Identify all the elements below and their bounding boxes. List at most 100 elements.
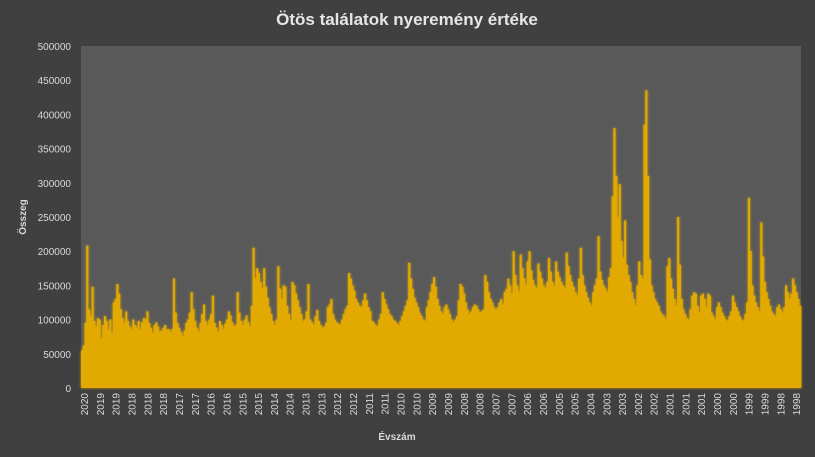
bar <box>640 275 643 388</box>
bar <box>268 307 271 388</box>
y-tick-label: 300000 <box>38 179 72 190</box>
bar <box>383 299 386 388</box>
bar <box>121 318 124 388</box>
bar <box>776 307 779 388</box>
bar <box>395 323 398 388</box>
bar <box>719 307 722 388</box>
bar <box>132 319 135 388</box>
bar <box>342 314 345 388</box>
bar <box>694 293 697 388</box>
bar <box>461 286 464 388</box>
bar <box>740 319 743 388</box>
bar <box>716 307 719 388</box>
bar <box>505 288 508 388</box>
bar <box>551 281 554 388</box>
bar <box>783 307 786 388</box>
bar <box>578 278 581 388</box>
bar <box>249 326 252 388</box>
bar <box>341 319 344 388</box>
bar <box>330 299 333 388</box>
bar <box>739 316 742 388</box>
bar <box>678 264 681 388</box>
bar <box>450 319 453 388</box>
bar <box>387 309 390 388</box>
bar <box>659 311 662 388</box>
bar <box>661 314 664 388</box>
bar <box>199 323 202 388</box>
x-tick-label: 2019 <box>96 393 107 416</box>
bar <box>81 350 84 388</box>
x-tick-label: 2007 <box>492 393 503 416</box>
bar <box>567 266 570 388</box>
bar <box>238 312 241 388</box>
x-tick-label: 2013 <box>302 393 313 416</box>
x-tick-label: 1999 <box>745 393 756 416</box>
bar <box>636 285 639 388</box>
bar <box>241 325 244 388</box>
bar <box>523 278 526 388</box>
bar <box>724 319 727 388</box>
bar <box>613 128 616 388</box>
bar <box>236 292 239 388</box>
bar <box>203 304 206 388</box>
bar <box>303 319 306 388</box>
bar <box>142 318 145 388</box>
bar <box>279 288 282 388</box>
bar <box>530 270 533 388</box>
bar <box>737 311 740 388</box>
bar <box>733 302 736 388</box>
chart-title: Ötös találatok nyeremény értéke <box>276 10 538 29</box>
bar <box>427 300 430 388</box>
bar <box>298 307 301 388</box>
bar <box>571 281 574 388</box>
bar <box>392 319 395 388</box>
bar <box>484 275 487 388</box>
bar <box>280 299 283 388</box>
bar <box>348 273 351 388</box>
bar <box>316 310 319 388</box>
bar <box>645 90 648 389</box>
bar <box>468 314 471 388</box>
x-tick-label: 2004 <box>586 393 597 416</box>
bar <box>406 300 409 388</box>
bar <box>89 316 92 388</box>
x-tick-label: 2011 <box>365 393 376 415</box>
y-tick-label: 50000 <box>43 350 71 361</box>
bar <box>606 292 609 388</box>
bar <box>358 305 361 388</box>
bar <box>549 271 552 388</box>
bar <box>622 258 625 388</box>
bar <box>760 222 763 388</box>
bar <box>714 319 717 388</box>
bar <box>498 302 501 388</box>
bar <box>410 278 413 388</box>
x-tick-label: 2008 <box>460 393 471 416</box>
bar <box>670 278 673 388</box>
y-tick-label: 0 <box>65 384 71 395</box>
bar <box>210 314 213 388</box>
bar <box>638 261 641 388</box>
bar <box>576 295 579 388</box>
bar <box>765 292 768 388</box>
bar <box>240 320 243 388</box>
bar <box>135 327 138 388</box>
bar <box>411 288 414 388</box>
bar <box>438 305 441 388</box>
bar <box>180 331 183 388</box>
bar <box>328 304 331 388</box>
bar <box>502 304 505 388</box>
bar <box>673 299 676 388</box>
bar <box>231 322 234 388</box>
bar <box>374 325 377 388</box>
bar <box>155 322 158 388</box>
bar <box>141 322 144 388</box>
bar <box>493 307 496 388</box>
bar <box>544 288 547 388</box>
bar <box>595 278 598 388</box>
bar <box>388 314 391 388</box>
bar <box>701 293 704 388</box>
bar <box>153 325 156 388</box>
x-tick-label: 1998 <box>776 393 787 416</box>
bar <box>537 263 540 388</box>
bar <box>525 285 528 388</box>
